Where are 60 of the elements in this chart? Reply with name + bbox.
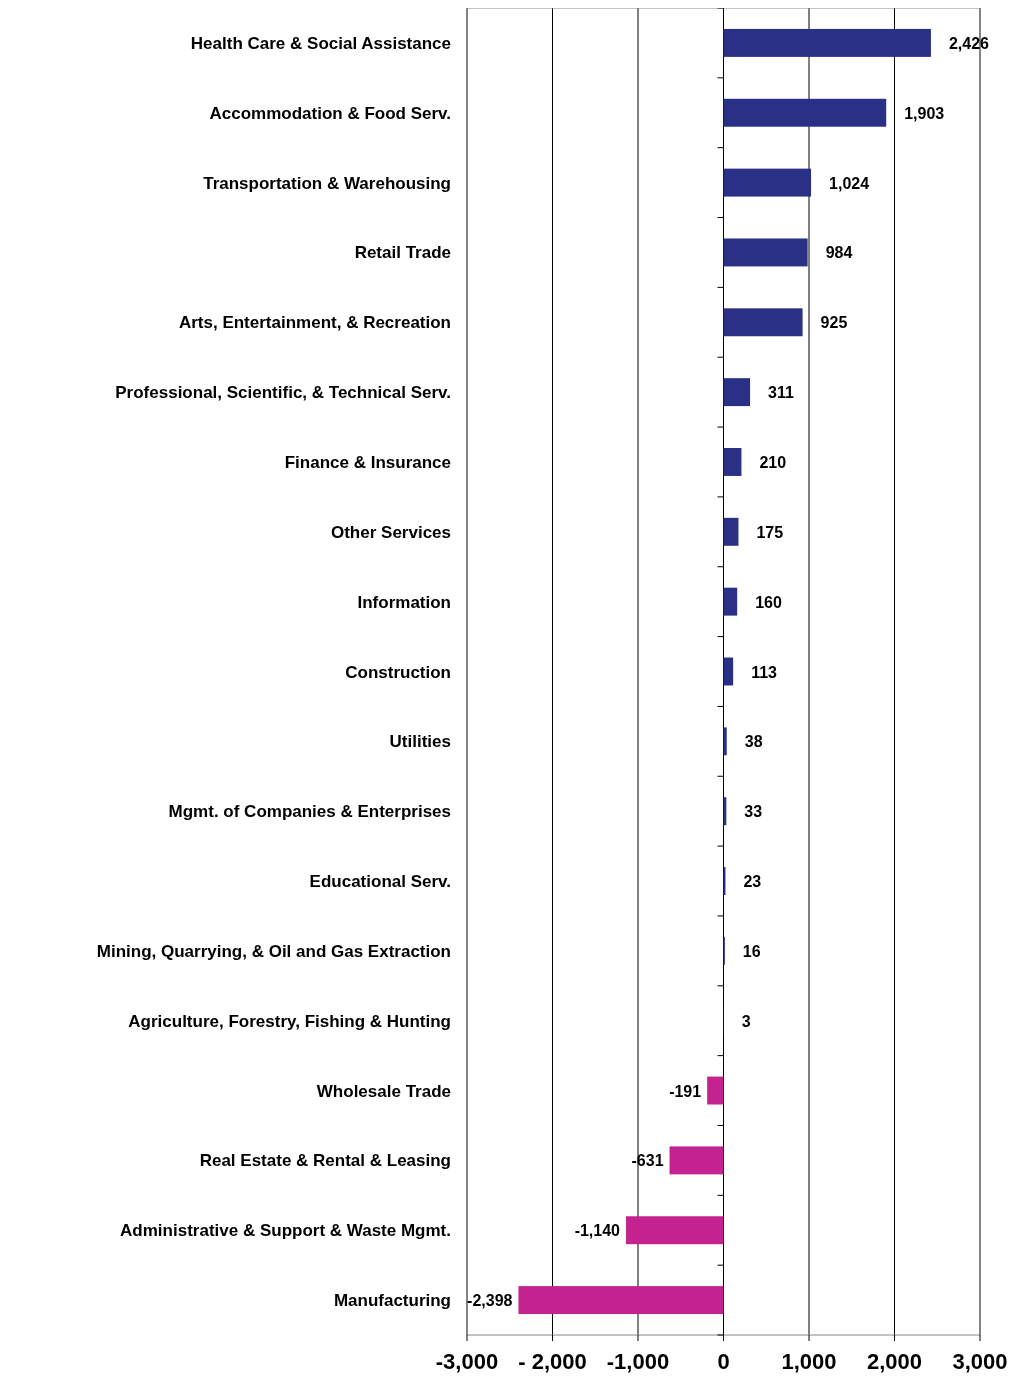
data-label: 113	[751, 663, 778, 681]
y-tick-label: Health Care & Social Assistance	[190, 33, 451, 53]
data-label: 311	[768, 384, 794, 402]
y-tick-label: Transportation & Warehousing	[203, 173, 451, 193]
data-label: 38	[744, 733, 763, 751]
y-tick-label: Finance & Insurance	[284, 452, 451, 472]
y-tick-label: Administrative & Support & Waste Mgmt.	[120, 1221, 451, 1241]
y-tick-label: Educational Serv.	[309, 872, 451, 892]
bar	[723, 308, 803, 337]
bar	[723, 378, 751, 407]
y-tick-label: Information	[357, 592, 451, 612]
y-tick-label: Utilities	[389, 732, 451, 752]
data-label: 984	[825, 244, 853, 262]
y-tick-label: Professional, Scientific, & Technical Serv.	[115, 383, 451, 403]
bar	[723, 98, 887, 127]
bar	[669, 1146, 724, 1175]
bar	[723, 168, 812, 197]
bar	[723, 28, 931, 57]
y-tick-label: Manufacturing	[333, 1291, 451, 1311]
bar	[518, 1286, 724, 1315]
x-tick-label: 1,000	[781, 1349, 837, 1374]
x-tick-label: -3,000	[435, 1349, 499, 1374]
x-tick-label: -1,000	[606, 1349, 670, 1374]
y-tick-label: Real Estate & Rental & Leasing	[199, 1151, 451, 1171]
data-label: 160	[755, 593, 782, 611]
data-label: -2,398	[467, 1292, 513, 1310]
x-tick-label: 0	[717, 1349, 730, 1374]
y-tick-label: Mining, Quarrying, & Oil and Gas Extraction	[96, 941, 451, 961]
y-tick-label: Agriculture, Forestry, Fishing & Hunting	[128, 1011, 451, 1031]
y-tick-label: Construction	[345, 662, 451, 682]
y-tick-label: Accommodation & Food Serv.	[209, 103, 451, 123]
bar	[723, 238, 808, 267]
bar	[723, 587, 738, 616]
bar	[707, 1076, 724, 1105]
y-tick-label: Retail Trade	[354, 243, 451, 263]
data-label: 33	[744, 803, 763, 821]
data-label: -631	[631, 1152, 664, 1170]
x-tick-label: 2,000	[866, 1349, 923, 1374]
data-label: 175	[756, 523, 784, 541]
y-tick-label: Other Services	[330, 522, 451, 542]
bar	[723, 448, 742, 476]
bar	[723, 727, 727, 756]
data-label: 1,024	[829, 174, 870, 192]
data-label: 1,903	[904, 104, 945, 122]
x-tick-label: - 2,000	[518, 1349, 587, 1374]
bar	[626, 1216, 724, 1245]
y-tick-label: Mgmt. of Companies & Enterprises	[168, 802, 451, 822]
bar	[723, 517, 739, 546]
x-tick-label: 3,000	[952, 1349, 1008, 1374]
data-label: 16	[742, 942, 761, 960]
y-tick-label: Wholesale Trade	[316, 1081, 451, 1101]
data-label: -191	[669, 1082, 702, 1100]
data-label: 210	[759, 453, 787, 471]
data-label: 925	[820, 314, 848, 332]
data-label: 2,426	[948, 34, 990, 52]
y-tick-label: Arts, Entertainment, & Recreation	[178, 313, 451, 333]
data-label: -1,140	[574, 1222, 621, 1240]
data-label: 3	[741, 1012, 751, 1030]
bar	[723, 657, 734, 686]
data-label: 23	[743, 873, 762, 891]
